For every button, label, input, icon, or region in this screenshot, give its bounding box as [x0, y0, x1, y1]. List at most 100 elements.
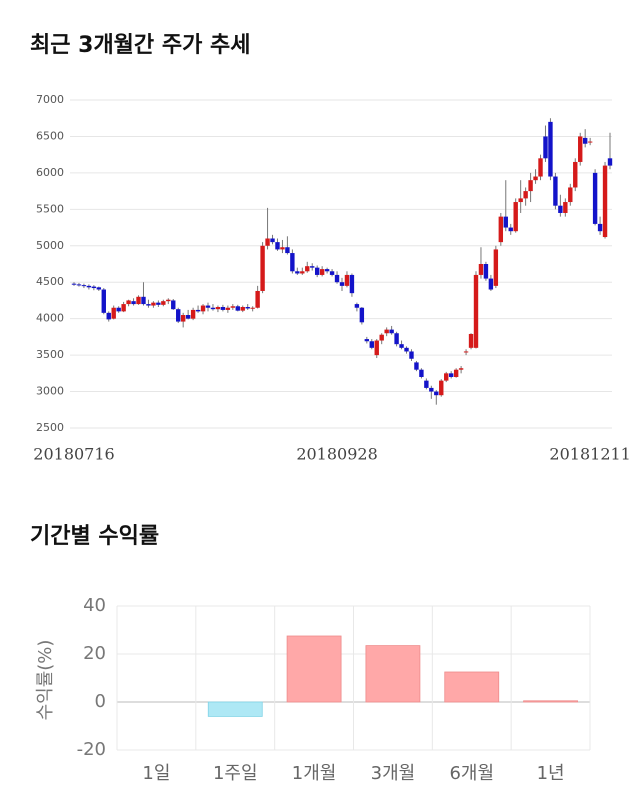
candle-body — [171, 300, 176, 310]
candle-body — [285, 247, 290, 254]
y-tick-label: 3000 — [36, 385, 64, 398]
candle-body — [394, 333, 399, 345]
candle-body — [106, 312, 111, 320]
candle-body — [86, 285, 92, 288]
candle-body — [389, 329, 394, 334]
candle-body — [578, 136, 583, 162]
candle-body — [300, 271, 305, 274]
candle-body — [523, 191, 528, 199]
candle-body — [558, 205, 563, 213]
y-tick-label: 4000 — [36, 312, 64, 325]
candle-body — [166, 299, 171, 302]
bar — [523, 700, 578, 703]
candle-body — [344, 274, 350, 286]
bar — [207, 701, 263, 717]
x-tick-label: 1년 — [537, 763, 565, 784]
candle-body — [101, 289, 106, 313]
candle-body — [280, 247, 285, 250]
y-tick-label: 6500 — [36, 129, 64, 142]
candle-body — [429, 387, 434, 392]
y-axis-label: 수익률(%) — [35, 640, 56, 721]
candle-body — [290, 253, 295, 272]
candle-body — [553, 176, 558, 206]
candle-body — [161, 301, 166, 305]
y-tick-label: 6000 — [36, 166, 64, 179]
candle-body — [563, 202, 568, 213]
candle-body — [180, 315, 186, 322]
candle-body — [329, 271, 335, 275]
candle-body — [81, 285, 87, 287]
y-tick-label: 4500 — [36, 275, 64, 288]
candle-body — [518, 198, 523, 203]
candle-body — [473, 274, 479, 348]
candle-body — [111, 307, 116, 319]
x-tick-label: 20181211 — [549, 445, 630, 464]
candle-body — [220, 307, 226, 310]
candle-body — [76, 284, 82, 286]
y-tick-label: 5500 — [36, 202, 64, 215]
candle-body — [349, 274, 355, 294]
candle-body — [587, 141, 593, 143]
chart-title: 기간별 수익률 — [30, 524, 159, 549]
candle-body — [478, 264, 484, 275]
candle-body — [71, 283, 77, 285]
x-tick-label: 6개월 — [449, 763, 494, 784]
y-tick-label: 2500 — [36, 421, 64, 434]
x-tick-label: 1주일 — [213, 763, 258, 784]
chart-title: 최근 3개월간 주가 추세 — [30, 33, 250, 58]
candle-body — [424, 380, 429, 388]
candle-body — [310, 266, 315, 268]
candle-body — [141, 296, 146, 305]
bar — [365, 645, 421, 703]
candle-body — [528, 180, 533, 192]
candle-body — [225, 307, 231, 310]
candle-body — [215, 307, 221, 310]
candle-body — [245, 307, 250, 309]
candle-body — [319, 269, 325, 275]
candle-body — [409, 351, 414, 359]
candle-body — [156, 302, 161, 305]
candle-body — [439, 380, 444, 396]
candle-body — [359, 307, 365, 323]
candle-body — [339, 282, 345, 286]
candle-body — [185, 315, 191, 319]
candle-body — [597, 223, 603, 232]
candle-body — [384, 329, 389, 334]
candle-body — [463, 351, 469, 353]
candle-body — [295, 271, 300, 274]
candle-body — [334, 274, 340, 283]
candle-body — [136, 296, 141, 305]
y-tick-label: 0 — [95, 691, 106, 712]
candle-body — [498, 216, 504, 243]
candle-body — [488, 278, 494, 290]
candle-body — [200, 305, 206, 312]
y-tick-label: 7000 — [36, 93, 64, 106]
candle-body — [533, 176, 538, 181]
candle-body — [468, 333, 474, 348]
candle-body — [205, 305, 211, 308]
candle-body — [126, 300, 131, 305]
candle-body — [419, 369, 424, 377]
candle-body — [91, 286, 97, 289]
x-tick-label: 20180928 — [296, 445, 377, 464]
candle-body — [131, 301, 136, 305]
candle-body — [121, 304, 126, 312]
y-tick-label: 40 — [83, 595, 106, 616]
candle-body — [116, 307, 121, 312]
candle-body — [374, 340, 379, 356]
candle-body — [448, 373, 454, 377]
x-tick-label: 1개월 — [292, 763, 337, 784]
x-tick-label: 20180716 — [33, 445, 114, 464]
candle-body — [503, 216, 508, 228]
bar — [444, 671, 500, 703]
candle-body — [260, 245, 265, 291]
candle-body — [190, 309, 196, 319]
candle-body — [195, 309, 201, 312]
candle-body — [255, 290, 260, 308]
candle-body — [508, 227, 513, 232]
candle-body — [414, 362, 419, 370]
y-tick-label: 5000 — [36, 239, 64, 252]
candle-body — [573, 161, 578, 188]
candle-body — [607, 158, 613, 166]
